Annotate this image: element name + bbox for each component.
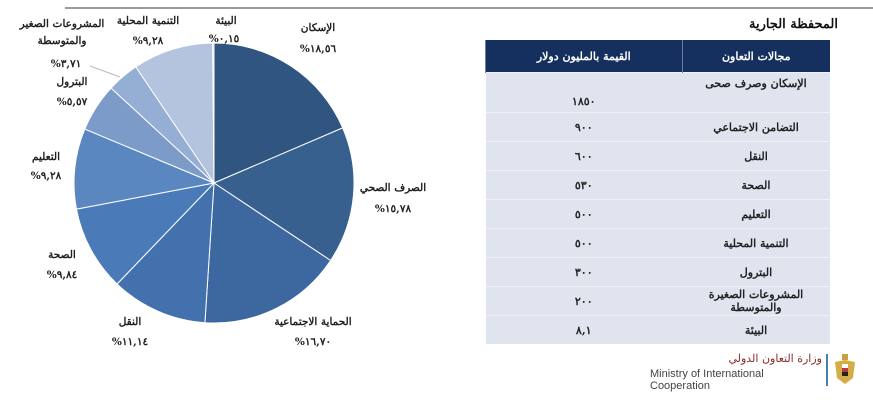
slice-label-social-protection: الحماية الاجتماعية (274, 316, 352, 328)
slice-pct-housing: %١٨,٥٦ (299, 43, 337, 55)
egypt-eagle-icon (835, 354, 855, 384)
slice-label-housing: الإسكان (300, 22, 336, 34)
row-category: الصحة (682, 170, 830, 200)
header-value: القيمة بالمليون دولار (485, 40, 682, 73)
pie-chart (73, 42, 355, 324)
row-category: البيئة (682, 315, 830, 344)
slice-pct-sme: %٣,٧١ (50, 58, 82, 70)
row-category: الإسكان وصرف صحى (682, 72, 830, 113)
logo-english-text: Ministry of International Cooperation (650, 368, 764, 392)
slice-pct-education: %٩,٢٨ (30, 170, 62, 182)
slice-label-local-development: التنمية المحلية (116, 15, 180, 27)
row-category: النقل (682, 141, 830, 171)
table-row: التضامن الاجتماعي ٩٠٠ (485, 112, 830, 142)
slice-pct-petroleum: %٥,٥٧ (56, 96, 88, 108)
table-title: المحفظة الجارية (748, 17, 838, 32)
table-row: البترول ٣٠٠ (485, 257, 830, 287)
slice-label-sanitation: الصرف الصحي (359, 182, 427, 194)
top-divider (65, 7, 873, 9)
row-value: ٢٠٠ (485, 286, 682, 316)
row-value: ٨,١ (485, 315, 682, 344)
table-row: النقل ٦٠٠ (485, 141, 830, 171)
slice-label-environment: البيئة (215, 15, 237, 27)
leader-line (89, 65, 121, 78)
pie-slice-5 (73, 128, 216, 210)
slice-label-sme: المشروعات الصغير والمتوسطة (19, 18, 105, 47)
row-value: ١٨٥٠ (485, 72, 682, 113)
pie-slice-2 (204, 182, 332, 324)
pie-slice-0 (213, 42, 344, 184)
table-row: المشروعات الصغيرة والمتوسطة ٢٠٠ (485, 286, 830, 316)
slice-label-petroleum: البترول (56, 76, 88, 88)
table-row: التعليم ٥٠٠ (485, 199, 830, 229)
pie-slice-8 (135, 42, 215, 185)
slice-pct-sanitation: %١٥,٧٨ (374, 203, 412, 215)
portfolio-table: مجالات التعاون القيمة بالمليون دولار الإ… (485, 40, 830, 344)
row-value: ٩٠٠ (485, 112, 682, 142)
slice-pct-environment: %٠,١٥ (208, 33, 240, 45)
row-category: التنمية المحلية (682, 228, 830, 258)
pie-slice-9 (212, 42, 215, 184)
table-row: الإسكان وصرف صحى ١٨٥٠ (485, 72, 830, 113)
slice-pct-local-development: %٩,٢٨ (132, 35, 164, 47)
logo-arabic-text: وزارة التعاون الدولي (728, 352, 822, 365)
row-category: التضامن الاجتماعي (682, 112, 830, 142)
table-row: التنمية المحلية ٥٠٠ (485, 228, 830, 258)
header-category: مجالات التعاون (681, 40, 830, 73)
logo-divider (826, 354, 828, 386)
row-category: البترول (682, 257, 830, 287)
row-value: ٥٣٠ (485, 170, 682, 200)
slice-pct-health: %٩,٨٤ (46, 269, 78, 281)
slice-pct-social-protection: %١٦,٧٠ (294, 336, 332, 348)
row-value: ٥٠٠ (485, 228, 682, 258)
pie-slice-1 (212, 127, 355, 262)
slice-pct-transport: %١١,١٤ (111, 336, 149, 348)
table-row: البيئة ٨,١ (485, 315, 830, 344)
row-value: ٥٠٠ (485, 199, 682, 229)
slice-label-transport: النقل (118, 316, 142, 328)
pie-slice-3 (116, 181, 215, 324)
row-category: المشروعات الصغيرة والمتوسطة (682, 286, 830, 316)
slice-label-education: التعليم (32, 151, 60, 163)
ministry-logo: وزارة التعاون الدولي Ministry of Interna… (650, 350, 870, 392)
row-category: التعليم (682, 199, 830, 229)
slice-label-health: الصحة (48, 249, 76, 261)
pie-slice-4 (75, 182, 216, 285)
table-row: الصحة ٥٣٠ (485, 170, 830, 200)
row-value: ٣٠٠ (485, 257, 682, 287)
row-value: ٦٠٠ (485, 141, 682, 171)
table-header-row: مجالات التعاون القيمة بالمليون دولار (485, 40, 830, 73)
